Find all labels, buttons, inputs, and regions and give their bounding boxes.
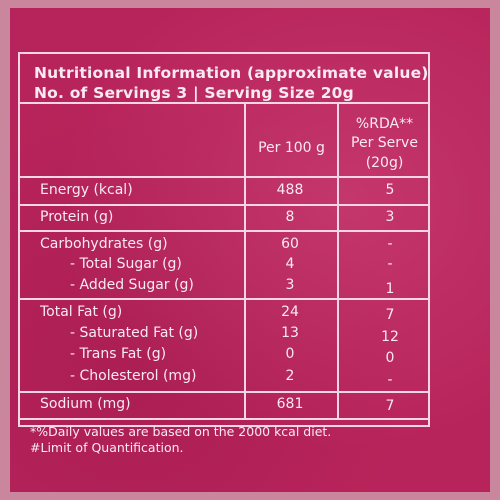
nutrition-table-border — [18, 52, 430, 427]
row-per100: 24 — [281, 304, 299, 320]
row-rda: 0 — [385, 350, 395, 366]
col-header-perserve: Per Serve — [351, 135, 418, 151]
row-rda: 5 — [385, 182, 395, 198]
row-per100: 8 — [285, 209, 295, 225]
col-header-per100: Per 100 g — [258, 140, 325, 156]
row-per100: 60 — [281, 236, 299, 252]
divider-header-bottom — [18, 176, 430, 178]
footnote-loq: #Limit of Quantification. — [30, 440, 184, 455]
row-rda: 7 — [385, 307, 395, 323]
divider-row-carbs — [18, 298, 430, 300]
col-header-serving: (20g) — [365, 155, 404, 171]
table-title: Nutritional Information (approximate val… — [34, 64, 429, 82]
divider-col-2 — [337, 104, 339, 418]
row-per100: 3 — [285, 277, 295, 293]
row-label: - Saturated Fat (g) — [70, 325, 199, 341]
divider-header-top — [18, 102, 430, 104]
row-rda: 7 — [385, 398, 395, 414]
row-rda: 12 — [381, 329, 399, 345]
divider-col-1 — [244, 104, 246, 418]
row-label: Protein (g) — [40, 209, 114, 225]
col-header-rda: %RDA** — [355, 116, 414, 132]
row-per100: 0 — [285, 346, 295, 362]
row-per100: 2 — [285, 368, 295, 384]
row-per100: 681 — [276, 396, 304, 412]
row-rda: 1 — [385, 281, 395, 297]
divider-row-protein — [18, 230, 430, 232]
footnote-daily-values: *%Daily values are based on the 2000 kca… — [30, 424, 332, 439]
row-label: Total Fat (g) — [40, 304, 123, 320]
row-rda: - — [387, 372, 393, 388]
row-label: - Trans Fat (g) — [70, 346, 167, 362]
divider-row-sodium — [18, 418, 430, 420]
divider-row-energy — [18, 204, 430, 206]
row-rda: 3 — [385, 209, 395, 225]
servings-info: No. of Servings 3 | Serving Size 20g — [34, 84, 354, 102]
row-per100: 488 — [276, 182, 304, 198]
nutrition-panel — [10, 8, 490, 492]
row-label: Sodium (mg) — [40, 396, 131, 412]
row-label: Energy (kcal) — [40, 182, 133, 198]
row-rda: - — [387, 256, 393, 272]
divider-row-fat — [18, 391, 430, 393]
row-rda: - — [387, 236, 393, 252]
row-label: Carbohydrates (g) — [40, 236, 168, 252]
row-per100: 4 — [285, 256, 295, 272]
row-per100: 13 — [281, 325, 299, 341]
row-label: - Added Sugar (g) — [70, 277, 194, 293]
row-label: - Cholesterol (mg) — [70, 368, 197, 384]
row-label: - Total Sugar (g) — [70, 256, 182, 272]
